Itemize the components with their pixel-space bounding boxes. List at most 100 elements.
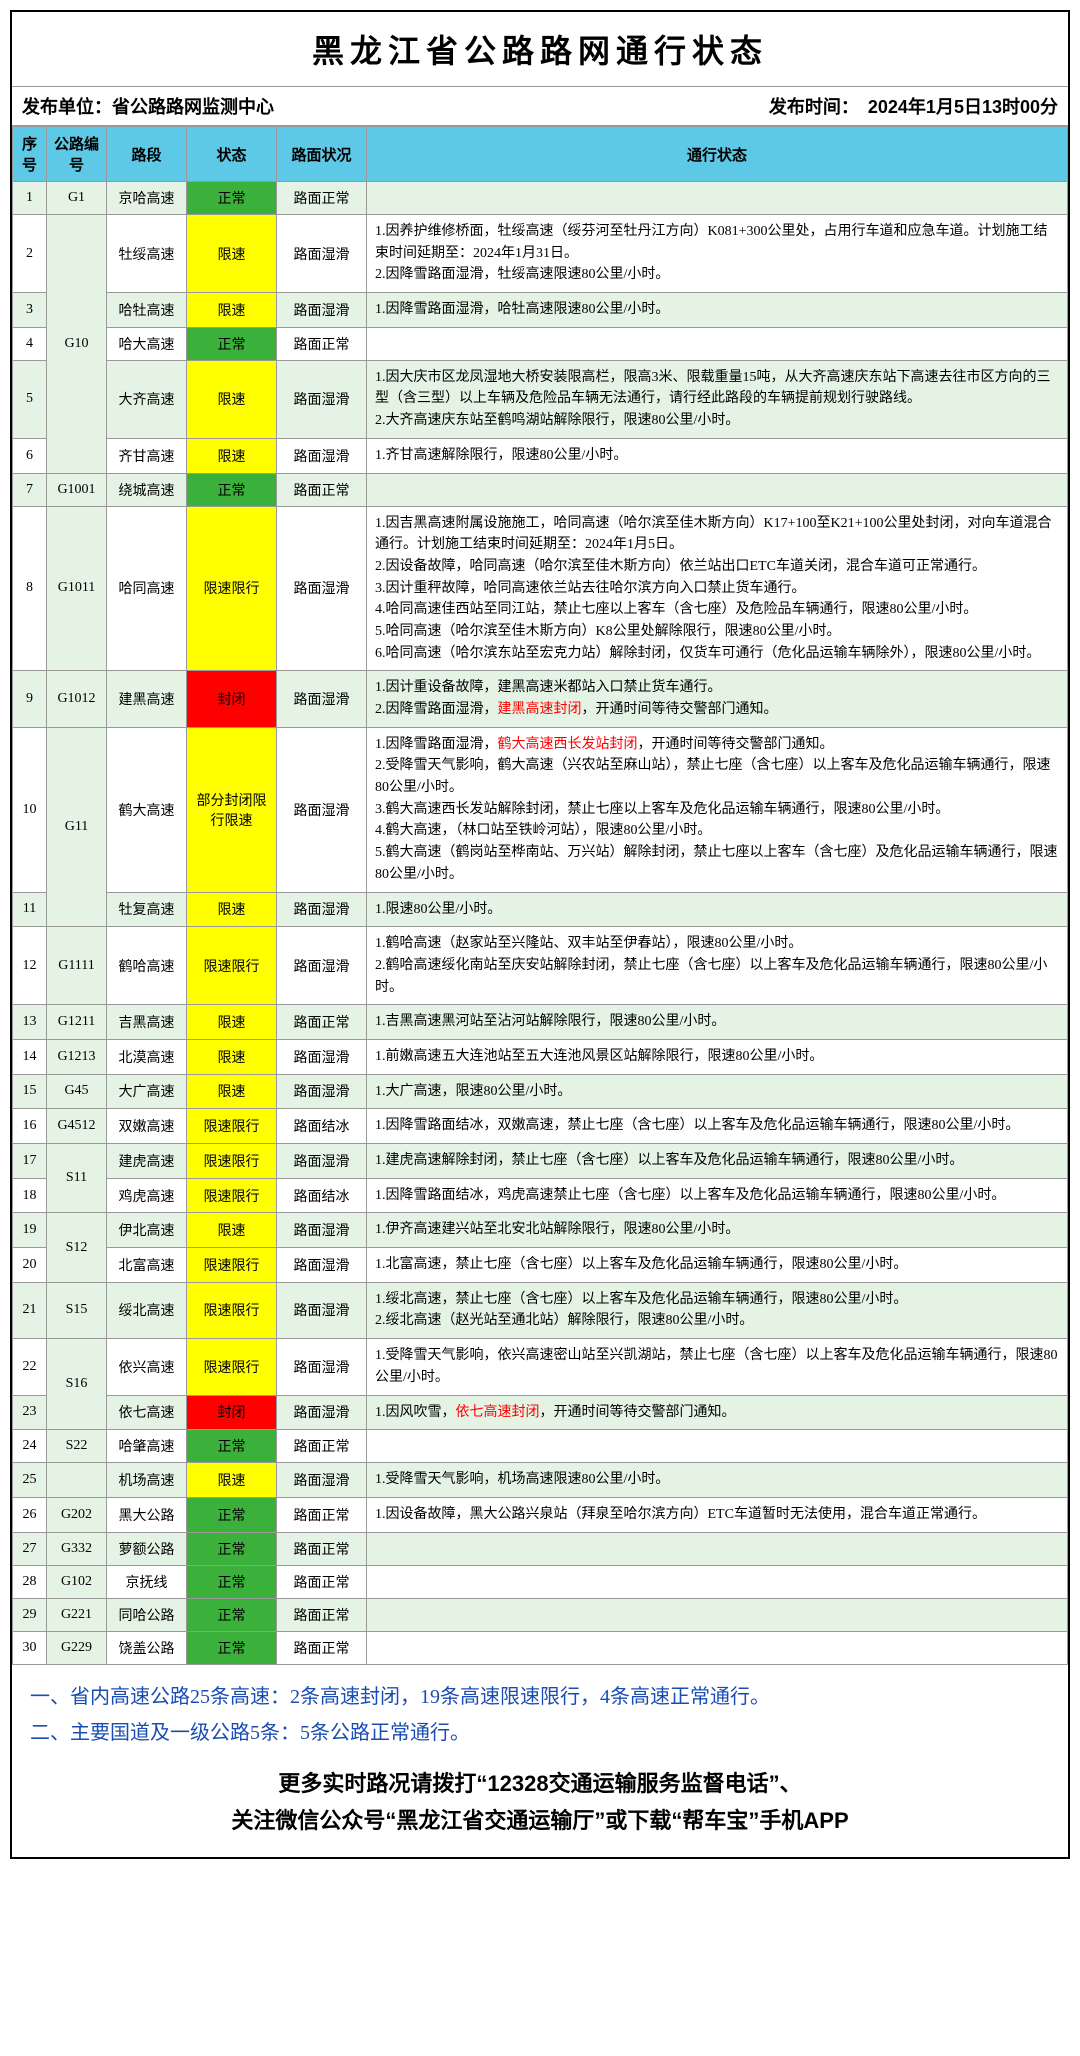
cell-index: 14 xyxy=(13,1039,47,1074)
cell-index: 27 xyxy=(13,1532,47,1565)
report-page: 黑龙江省公路路网通行状态 发布单位：省公路路网监测中心 发布时间： 2024年1… xyxy=(10,10,1070,1859)
cell-road: 路面结冰 xyxy=(277,1178,367,1213)
cell-desc: 1.绥北高速，禁止七座（含七座）以上客车及危化品运输车辆通行，限速80公里/小时… xyxy=(367,1282,1068,1338)
cell-desc: 1.因大庆市区龙凤湿地大桥安装限高栏，限高3米、限载重量15吨，从大齐高速庆东站… xyxy=(367,360,1068,438)
cell-road: 路面湿滑 xyxy=(277,1144,367,1179)
table-row: 23依七高速封闭路面湿滑1.因风吹雪，依七高速封闭，开通时间等待交警部门通知。 xyxy=(13,1395,1068,1430)
cell-index: 2 xyxy=(13,215,47,293)
col-header: 路面状况 xyxy=(277,127,367,182)
summary-block: 一、省内高速公路25条高速：2条高速封闭，19条高速限速限行，4条高速正常通行。… xyxy=(12,1665,1068,1755)
table-row: 21S15绥北高速限速限行路面湿滑1.绥北高速，禁止七座（含七座）以上客车及危化… xyxy=(13,1282,1068,1338)
cell-desc: 1.吉黑高速黑河站至沾河站解除限行，限速80公里/小时。 xyxy=(367,1005,1068,1040)
cell-desc: 1.鹤哈高速（赵家站至兴隆站、双丰站至伊春站），限速80公里/小时。2.鹤哈高速… xyxy=(367,927,1068,1005)
cell-segment: 京哈高速 xyxy=(107,182,187,215)
cell-road: 路面正常 xyxy=(277,1005,367,1040)
cell-segment: 北漠高速 xyxy=(107,1039,187,1074)
cell-status: 部分封闭限行限速 xyxy=(187,727,277,892)
cell-code: S15 xyxy=(47,1282,107,1338)
cell-road: 路面正常 xyxy=(277,327,367,360)
cell-desc: 1.齐甘高速解除限行，限速80公里/小时。 xyxy=(367,438,1068,473)
footer-block: 更多实时路况请拨打“12328交通运输服务监督电话”、 关注微信公众号“黑龙江省… xyxy=(12,1755,1068,1858)
cell-status: 限速限行 xyxy=(187,1339,277,1395)
table-row: 17S11建虎高速限速限行路面湿滑1.建虎高速解除封闭，禁止七座（含七座）以上客… xyxy=(13,1144,1068,1179)
cell-index: 21 xyxy=(13,1282,47,1338)
cell-code: S22 xyxy=(47,1430,107,1463)
cell-code: G1111 xyxy=(47,927,107,1005)
cell-segment: 萝额公路 xyxy=(107,1532,187,1565)
cell-road: 路面正常 xyxy=(277,1598,367,1631)
cell-status: 限速 xyxy=(187,1463,277,1498)
cell-segment: 鹤哈高速 xyxy=(107,927,187,1005)
cell-status: 正常 xyxy=(187,327,277,360)
cell-code: S11 xyxy=(47,1144,107,1213)
cell-status: 限速 xyxy=(187,293,277,328)
cell-status: 封闭 xyxy=(187,671,277,727)
cell-status: 限速限行 xyxy=(187,927,277,1005)
cell-road: 路面湿滑 xyxy=(277,1339,367,1395)
table-row: 7G1001绕城高速正常路面正常 xyxy=(13,473,1068,506)
cell-index: 29 xyxy=(13,1598,47,1631)
cell-road: 路面正常 xyxy=(277,473,367,506)
cell-code xyxy=(47,1463,107,1498)
cell-segment: 黑大公路 xyxy=(107,1497,187,1532)
cell-index: 19 xyxy=(13,1213,47,1248)
cell-desc: 1.因降雪路面湿滑，哈牡高速限速80公里/小时。 xyxy=(367,293,1068,328)
table-row: 15G45大广高速限速路面湿滑1.大广高速，限速80公里/小时。 xyxy=(13,1074,1068,1109)
cell-segment: 机场高速 xyxy=(107,1463,187,1498)
cell-road: 路面湿滑 xyxy=(277,293,367,328)
cell-road: 路面湿滑 xyxy=(277,1213,367,1248)
cell-desc: 1.建虎高速解除封闭，禁止七座（含七座）以上客车及危化品运输车辆通行，限速80公… xyxy=(367,1144,1068,1179)
table-row: 18鸡虎高速限速限行路面结冰1.因降雪路面结冰，鸡虎高速禁止七座（含七座）以上客… xyxy=(13,1178,1068,1213)
cell-segment: 依兴高速 xyxy=(107,1339,187,1395)
cell-index: 13 xyxy=(13,1005,47,1040)
cell-desc: 1.受降雪天气影响，依兴高速密山站至兴凯湖站，禁止七座（含七座）以上客车及危化品… xyxy=(367,1339,1068,1395)
cell-road: 路面湿滑 xyxy=(277,1248,367,1283)
cell-status: 限速限行 xyxy=(187,1109,277,1144)
cell-desc xyxy=(367,1430,1068,1463)
cell-index: 8 xyxy=(13,506,47,671)
cell-desc: 1.因降雪路面结冰，鸡虎高速禁止七座（含七座）以上客车及危化品运输车辆通行，限速… xyxy=(367,1178,1068,1213)
cell-index: 1 xyxy=(13,182,47,215)
cell-road: 路面湿滑 xyxy=(277,1282,367,1338)
cell-code: G1011 xyxy=(47,506,107,671)
cell-desc xyxy=(367,1631,1068,1664)
summary-line-2: 二、主要国道及一级公路5条：5条公路正常通行。 xyxy=(30,1715,1050,1751)
cell-status: 限速 xyxy=(187,1039,277,1074)
cell-status: 限速限行 xyxy=(187,506,277,671)
cell-index: 6 xyxy=(13,438,47,473)
table-row: 3哈牡高速限速路面湿滑1.因降雪路面湿滑，哈牡高速限速80公里/小时。 xyxy=(13,293,1068,328)
cell-segment: 吉黑高速 xyxy=(107,1005,187,1040)
table-row: 10G11鹤大高速部分封闭限行限速路面湿滑1.因降雪路面湿滑，鹤大高速西长发站封… xyxy=(13,727,1068,892)
cell-desc: 1.因风吹雪，依七高速封闭，开通时间等待交警部门通知。 xyxy=(367,1395,1068,1430)
table-row: 25机场高速限速路面湿滑1.受降雪天气影响，机场高速限速80公里/小时。 xyxy=(13,1463,1068,1498)
cell-code: G229 xyxy=(47,1631,107,1664)
cell-segment: 同哈公路 xyxy=(107,1598,187,1631)
cell-segment: 齐甘高速 xyxy=(107,438,187,473)
table-row: 20北富高速限速限行路面湿滑1.北富高速，禁止七座（含七座）以上客车及危化品运输… xyxy=(13,1248,1068,1283)
cell-desc: 1.因降雪路面湿滑，鹤大高速西长发站封闭，开通时间等待交警部门通知。2.受降雪天… xyxy=(367,727,1068,892)
cell-status: 限速限行 xyxy=(187,1282,277,1338)
cell-road: 路面湿滑 xyxy=(277,1395,367,1430)
cell-segment: 鸡虎高速 xyxy=(107,1178,187,1213)
table-row: 28G102京抚线正常路面正常 xyxy=(13,1565,1068,1598)
cell-desc: 1.大广高速，限速80公里/小时。 xyxy=(367,1074,1068,1109)
cell-road: 路面湿滑 xyxy=(277,727,367,892)
cell-road: 路面正常 xyxy=(277,182,367,215)
cell-segment: 饶盖公路 xyxy=(107,1631,187,1664)
cell-road: 路面结冰 xyxy=(277,1109,367,1144)
cell-segment: 大齐高速 xyxy=(107,360,187,438)
cell-segment: 依七高速 xyxy=(107,1395,187,1430)
cell-road: 路面湿滑 xyxy=(277,1039,367,1074)
cell-code: G1213 xyxy=(47,1039,107,1074)
cell-desc xyxy=(367,1598,1068,1631)
cell-index: 22 xyxy=(13,1339,47,1395)
cell-index: 11 xyxy=(13,892,47,927)
cell-segment: 大广高速 xyxy=(107,1074,187,1109)
cell-code: G221 xyxy=(47,1598,107,1631)
cell-status: 限速限行 xyxy=(187,1178,277,1213)
cell-status: 限速 xyxy=(187,892,277,927)
publish-time: 发布时间： 2024年1月5日13时00分 xyxy=(769,93,1058,119)
cell-status: 正常 xyxy=(187,473,277,506)
cell-road: 路面正常 xyxy=(277,1430,367,1463)
cell-status: 正常 xyxy=(187,1631,277,1664)
